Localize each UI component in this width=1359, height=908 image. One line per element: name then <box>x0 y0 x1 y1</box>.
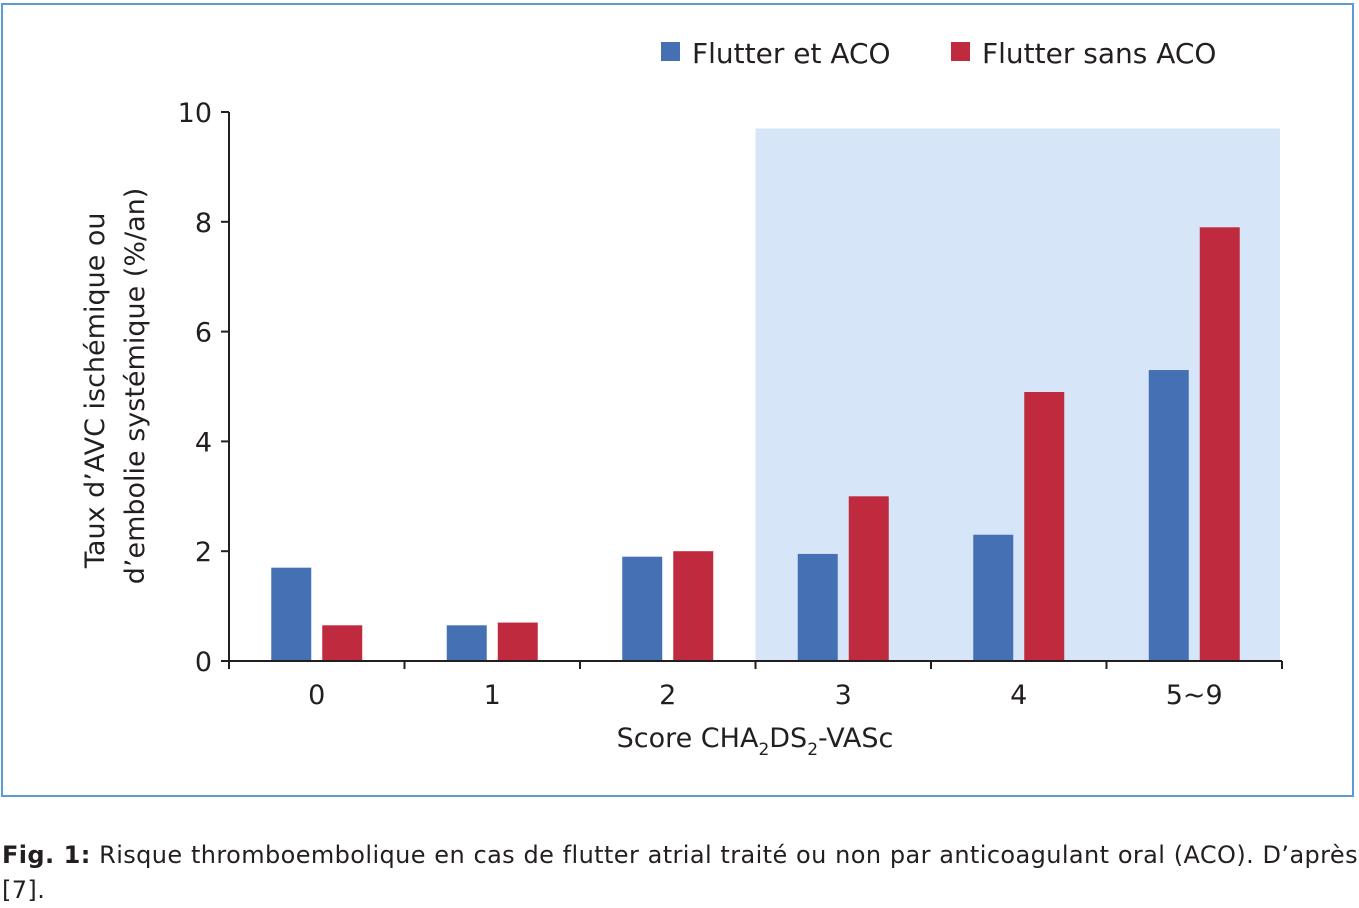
x-label-subscript: 2 <box>758 740 769 760</box>
x-tick-label-4: 4 <box>1010 680 1027 711</box>
x-tick-label-0: 0 <box>308 680 325 711</box>
x-tick-label-1: 1 <box>484 680 501 711</box>
bar-sans-aco-0 <box>322 625 363 661</box>
bar-avec-aco-4 <box>973 534 1014 661</box>
bar-sans-aco-4 <box>1024 391 1065 661</box>
bar-avec-aco-0 <box>271 567 312 661</box>
x-axis-label: Score CHA2DS2-VASc <box>617 723 894 760</box>
bar-avec-aco-1 <box>446 625 487 661</box>
y-axis-label-line-2: d’embolie systémique (%/an) <box>120 188 151 585</box>
caption-text: Risque thromboembolique en cas de flutte… <box>2 841 1358 904</box>
figure-frame <box>1 3 1354 797</box>
x-label-subscript: 2 <box>807 740 818 760</box>
bar-sans-aco-2 <box>673 551 714 661</box>
bar-avec-aco-5 <box>1148 370 1189 661</box>
x-tick-label-5: 5~9 <box>1166 680 1223 711</box>
x-tick-label-3: 3 <box>835 680 852 711</box>
x-label-part: Score CHA <box>617 723 759 754</box>
caption-label: Fig. 1: <box>2 841 91 869</box>
y-tick-label-3: 6 <box>195 318 212 349</box>
x-tick-label-2: 2 <box>659 680 676 711</box>
y-tick-label-2: 4 <box>195 427 212 458</box>
y-tick-label-5: 10 <box>178 98 212 129</box>
bar-chart: 0 2 4 6 8 10 0 1 2 3 4 5~9 Flutter et ACO Flutter sa… <box>80 37 1283 760</box>
legend-label-1: Flutter sans ACO <box>982 37 1216 70</box>
y-tick-label-4: 8 <box>195 208 212 239</box>
y-axis-label-line-1: Taux d’AVC ischémique ou <box>80 212 111 569</box>
legend: Flutter et ACO Flutter sans ACO <box>661 37 1216 70</box>
y-tick-label-0: 0 <box>195 647 212 678</box>
legend-swatch-1 <box>951 42 970 61</box>
figure-caption: Fig. 1: Risque thromboembolique en cas d… <box>2 838 1358 908</box>
bar-sans-aco-5 <box>1199 227 1240 662</box>
x-label-part: DS <box>769 723 807 754</box>
bar-sans-aco-3 <box>848 496 889 661</box>
highlight-region <box>755 128 1280 662</box>
y-tick-label-1: 2 <box>195 537 212 568</box>
y-axis-label: Taux d’AVC ischémique ou d’embolie systé… <box>80 188 151 585</box>
bar-avec-aco-2 <box>622 556 663 661</box>
x-label-part: -VASc <box>818 723 893 754</box>
bar-avec-aco-3 <box>797 553 838 661</box>
bar-sans-aco-1 <box>497 622 538 661</box>
legend-label-0: Flutter et ACO <box>692 37 891 70</box>
legend-swatch-0 <box>661 42 680 61</box>
